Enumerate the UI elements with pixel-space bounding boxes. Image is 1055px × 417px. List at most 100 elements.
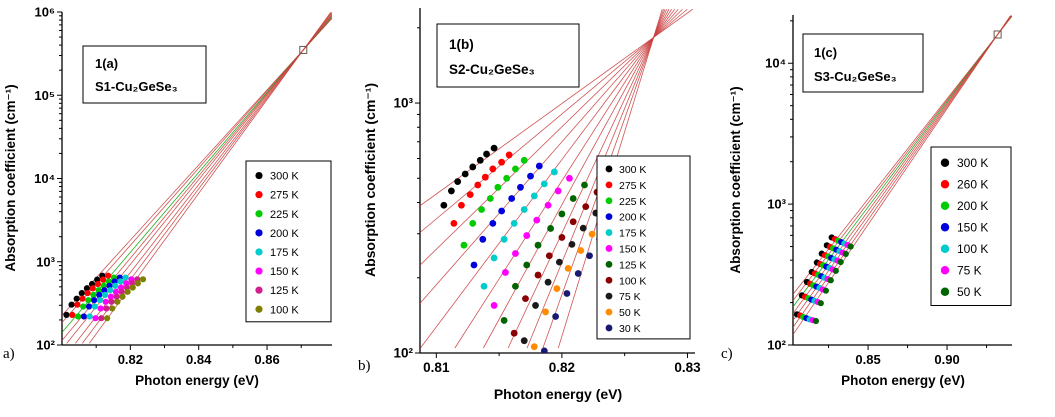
series-225-k	[460, 156, 528, 249]
data-point	[490, 254, 498, 262]
data-point	[486, 195, 494, 202]
y-tick-label: 10⁴	[34, 171, 55, 186]
legend-label: 50 K	[957, 285, 982, 299]
series-275-k	[69, 272, 112, 318]
y-tick-label: 10³	[767, 197, 786, 212]
focus-marker	[299, 45, 308, 54]
legend-item: 50 K	[940, 285, 982, 299]
data-point	[534, 271, 542, 279]
series-200-k	[80, 274, 123, 320]
y-tick-label: 10³	[393, 96, 413, 111]
x-tick-label: 0.84	[186, 352, 212, 367]
legend-marker	[940, 287, 950, 296]
data-point	[101, 287, 108, 294]
legend-label: 300 K	[270, 171, 299, 183]
data-point	[552, 313, 560, 320]
data-point	[92, 315, 99, 322]
data-points-group	[63, 272, 147, 322]
data-point	[103, 305, 110, 312]
legend-marker	[940, 180, 950, 189]
legend-marker	[940, 201, 950, 210]
data-point	[498, 158, 506, 166]
data-point	[498, 207, 506, 215]
legend-item: 100 K	[605, 275, 646, 287]
x-tick-label: 0.90	[934, 352, 959, 367]
data-point	[489, 165, 497, 173]
legend-marker	[255, 171, 263, 180]
data-point	[544, 278, 552, 286]
data-point	[96, 297, 104, 304]
fit-line	[62, 17, 332, 323]
x-axis-title: Photon energy (eV)	[494, 386, 622, 402]
y-tick-label: 10⁵	[34, 88, 55, 103]
legend-marker	[255, 191, 263, 199]
data-point	[469, 163, 477, 171]
y-tick-label: 10²	[767, 338, 786, 353]
data-points-group	[793, 234, 854, 325]
legend-label: 75 K	[957, 263, 982, 277]
legend-item: 30 K	[605, 323, 641, 335]
legend-item: 260 K	[940, 177, 988, 191]
data-point	[500, 317, 508, 324]
data-point	[547, 225, 554, 232]
data-point	[520, 206, 528, 213]
data-point	[558, 210, 566, 218]
legend-label: 100 K	[270, 304, 299, 316]
data-point	[117, 278, 124, 285]
data-point	[566, 174, 573, 182]
data-point	[94, 280, 101, 288]
x-axis-title: Photon energy (eV)	[135, 373, 259, 388]
legend-label: 125 K	[619, 259, 646, 271]
data-point	[86, 313, 93, 320]
data-point	[122, 274, 129, 281]
data-point	[450, 219, 458, 227]
data-point	[124, 288, 131, 295]
data-point	[489, 219, 497, 227]
data-point	[119, 293, 126, 300]
data-point	[517, 183, 524, 191]
legend-marker	[605, 260, 613, 268]
data-point	[105, 272, 112, 279]
data-point	[112, 288, 120, 295]
y-axis-title: Absorption coefficient (cm⁻¹)	[362, 83, 378, 277]
legend-box	[930, 146, 1012, 306]
data-point	[530, 343, 538, 351]
legend-label: 100 K	[957, 242, 988, 256]
legend-label: 100 K	[619, 275, 646, 287]
legend-label: 260 K	[957, 177, 988, 191]
data-point	[842, 250, 849, 258]
data-point	[102, 298, 109, 305]
legend-marker	[255, 248, 263, 256]
legend-item: 125 K	[255, 285, 299, 297]
legend-marker	[605, 292, 613, 300]
data-point	[523, 232, 531, 239]
data-point	[460, 241, 468, 249]
data-point	[530, 192, 538, 200]
series-200-k	[470, 162, 543, 269]
series-50-k	[812, 243, 854, 325]
data-point	[483, 150, 490, 158]
legend-label: 225 K	[619, 196, 646, 208]
data-point	[69, 311, 76, 318]
legend-marker	[940, 266, 950, 275]
data-point	[470, 261, 478, 269]
data-point	[114, 298, 121, 305]
y-axis-title: Absorption coefficient (cm⁻¹)	[3, 84, 18, 271]
data-point	[447, 187, 455, 195]
legend-marker	[255, 210, 263, 218]
series-275-k	[450, 151, 513, 227]
panel-c-chart: 0.85 0.90 10² 10³ 10⁴ 1(c) S3-Cu₂GeSe₃ 300 K 260…	[728, 15, 1012, 388]
data-point	[558, 234, 566, 241]
data-point	[95, 287, 102, 294]
data-point	[469, 219, 477, 227]
data-point	[563, 290, 571, 297]
data-point	[508, 195, 516, 202]
data-point	[68, 301, 75, 308]
legend-marker	[940, 158, 950, 167]
data-point	[476, 156, 484, 164]
legend-item: 200 K	[940, 199, 988, 213]
inset-sample-label: S3-Cu₂GeSe₃	[814, 69, 897, 84]
data-point	[832, 267, 839, 274]
data-point	[520, 156, 528, 164]
legend-item: 125 K	[605, 259, 646, 271]
